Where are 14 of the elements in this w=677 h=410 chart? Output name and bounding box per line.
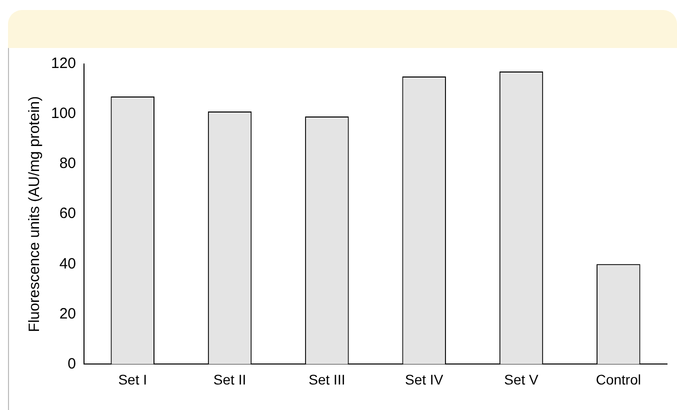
y-tick-label: 20 bbox=[59, 305, 76, 322]
x-tick-label: Set V bbox=[504, 371, 540, 388]
y-tick-label: 100 bbox=[50, 105, 76, 122]
x-tick-label: Control bbox=[596, 371, 641, 388]
y-tick-label: 60 bbox=[59, 205, 76, 222]
y-axis-title: Fluorescence units (AU/mg protein) bbox=[26, 96, 44, 332]
x-tick-label: Set IV bbox=[405, 371, 444, 388]
y-tick-label: 80 bbox=[59, 155, 76, 172]
x-tick-label: Set III bbox=[308, 371, 346, 388]
y-tick-label: 120 bbox=[50, 55, 76, 72]
y-tick-label: 40 bbox=[59, 255, 76, 272]
y-tick-label: 0 bbox=[68, 355, 76, 372]
x-tick-label: Set I bbox=[118, 371, 148, 388]
x-tick-label: Set II bbox=[213, 371, 246, 388]
